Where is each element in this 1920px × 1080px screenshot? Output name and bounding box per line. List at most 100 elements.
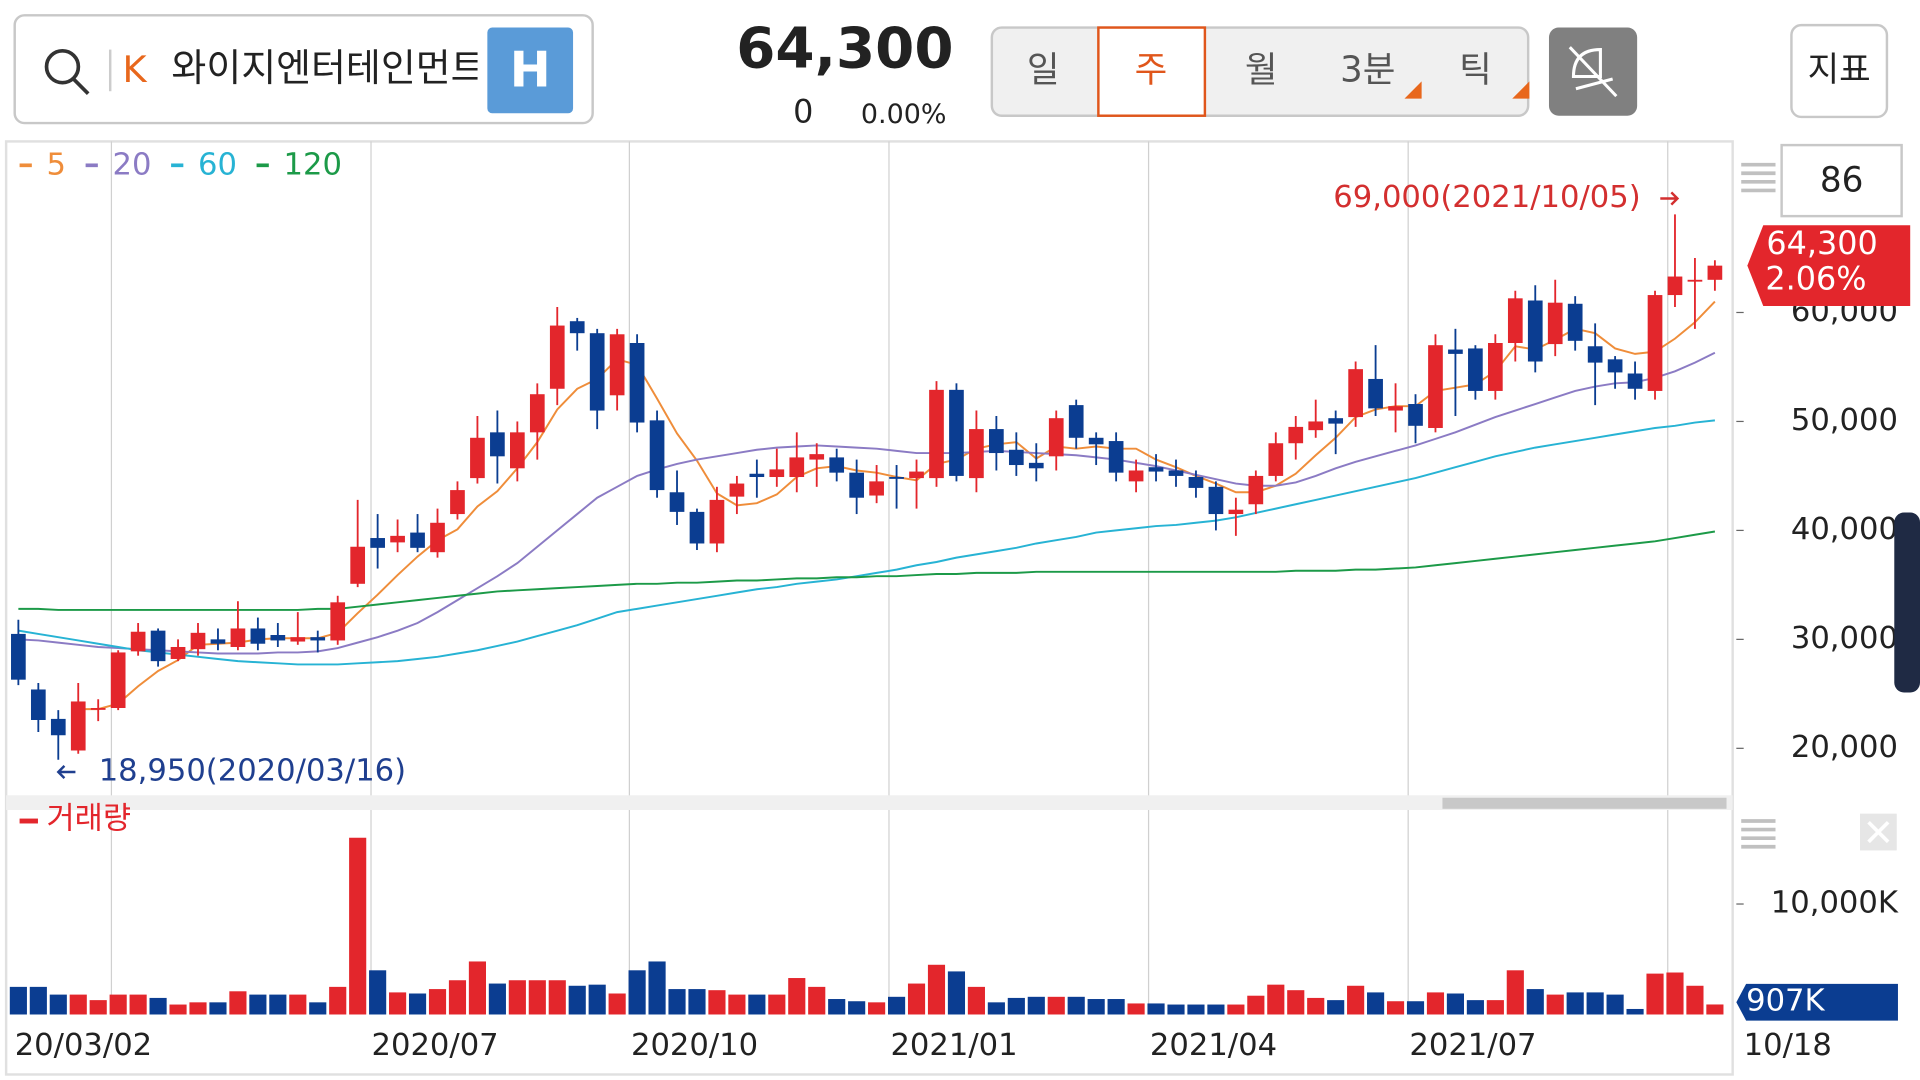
candle-body [669,492,685,512]
period-tab[interactable]: 일 [1027,50,1060,91]
candle-body [1607,359,1623,373]
candle-body [1507,298,1523,343]
candle-body [230,628,246,647]
candle-body [1348,369,1363,418]
stock-name[interactable]: 와이지엔터테인먼트 [171,46,485,90]
volume-bar [468,961,486,1015]
volume-bar [448,980,467,1015]
volume-bar [349,837,367,1015]
volume-bar [389,992,407,1015]
volume-bar [748,994,766,1015]
y-tick-label: 30,000 [1791,621,1898,656]
volume-bar [1646,973,1664,1015]
volume-bar [1107,999,1125,1015]
candle-body [1028,462,1044,469]
volume-bar [1327,1000,1345,1015]
close-icon [1867,820,1890,844]
volume-bar [1367,992,1385,1015]
candle-body [470,437,485,479]
candle-body [130,631,146,652]
candle-body [689,511,705,544]
volume-bar [828,999,846,1015]
volume-bar [428,989,447,1015]
candle-body [150,630,166,662]
volume-bar [728,994,746,1015]
volume-bar [907,983,926,1015]
candle-body [1128,470,1144,482]
volume-bar [69,994,87,1015]
candle-body [490,432,505,457]
candle-body [789,457,805,478]
volume-bar [329,986,347,1015]
last-price-label: 64,300 [1766,224,1877,262]
candle-body [809,454,825,460]
indicator-button[interactable] [1790,23,1889,119]
candle-body [1408,404,1423,426]
month-grid [110,141,1669,1015]
search-icon[interactable] [44,48,90,95]
candle-body [11,633,26,680]
candle-body [529,394,545,433]
candle-body [1647,295,1663,391]
market-badge[interactable] [487,27,574,114]
volume-bar [249,994,267,1015]
candle-body [589,333,605,411]
drawing-icon [1568,46,1618,98]
legend-swatch [85,163,98,168]
volume-bar [548,980,566,1015]
candle-body [110,652,126,709]
volume-bar [528,980,546,1015]
candle-body [1228,509,1244,515]
volume-bar [369,970,387,1015]
candle-body [969,429,984,479]
volume-bar [289,994,307,1015]
candle-body [1627,373,1643,389]
volume-bar [588,984,606,1015]
candle-body [1368,378,1383,409]
volume-bar [848,1001,866,1015]
moving-average-line [18,530,1716,611]
count-box[interactable] [1780,143,1903,218]
price-change: 0 [793,92,813,130]
volume-bar [808,986,826,1015]
volume-bar [1626,1008,1644,1015]
period-tab[interactable]: 틱 [1459,50,1492,91]
last-price-flag [1747,225,1911,307]
volume-bar [1287,990,1305,1015]
y-tick-label: 10,000K [1771,886,1899,921]
volume-bar [768,994,786,1015]
search-box[interactable] [13,14,594,125]
candle-body [849,472,864,498]
period-tab[interactable]: 3분 [1340,50,1395,91]
volume-bar [788,978,806,1015]
x-tick-label: 2020/07 [372,1028,499,1063]
x-tick-label: 20/03/02 [15,1028,152,1063]
period-tab[interactable]: 월 [1245,50,1278,91]
volume-bar [1127,1003,1145,1015]
low-annotation: 18,950(2020/03/16) [99,754,406,789]
side-panel-handle[interactable] [1894,512,1920,693]
scroll-thumb[interactable] [1442,797,1727,809]
candle-body [70,701,86,751]
price-pane-menu[interactable] [1741,162,1776,193]
volume-pane-menu[interactable] [1741,819,1776,849]
candle-body [1707,265,1723,280]
volume-bar [1007,997,1025,1015]
candle-body [290,637,306,642]
candle-body [390,535,405,543]
y-tick-label: 40,000 [1791,512,1898,547]
volume-bar [508,980,526,1015]
candle-body [370,538,385,548]
candle-body [1288,426,1304,444]
volume-bar [708,990,726,1015]
period-tab[interactable]: 주 [1135,50,1168,91]
candle-body [1068,405,1084,438]
candle-body [1048,418,1064,457]
legend-swatch [19,818,38,824]
volume-bar [408,993,427,1015]
candle-body [1468,348,1483,391]
candle-body [450,490,465,515]
